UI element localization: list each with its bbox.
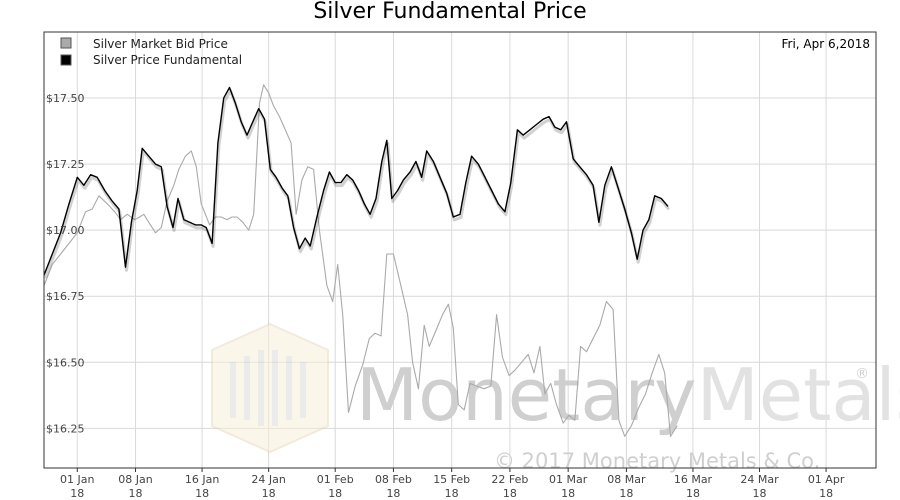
legend-swatch-fundamental bbox=[60, 54, 72, 66]
x-tick-label: 22 Feb bbox=[491, 473, 528, 486]
x-tick-year: 18 bbox=[129, 487, 143, 500]
legend-label-fundamental: Silver Price Fundamental bbox=[93, 53, 242, 67]
series-layer bbox=[43, 84, 678, 437]
x-tick-label: 01 Feb bbox=[317, 473, 354, 486]
logo-bar-icon bbox=[272, 350, 278, 426]
grid bbox=[44, 32, 876, 468]
plot-area bbox=[44, 32, 876, 468]
x-tick-year: 18 bbox=[619, 487, 633, 500]
x-tick-year: 18 bbox=[445, 487, 459, 500]
watermark-registered: ® bbox=[855, 366, 869, 382]
x-tick-label: 15 Feb bbox=[433, 473, 470, 486]
x-tick-label: 08 Feb bbox=[375, 473, 412, 486]
x-tick-year: 18 bbox=[561, 487, 575, 500]
monetary-metals-logo bbox=[211, 322, 329, 454]
watermark-brand-suffix: Metals bbox=[697, 353, 900, 437]
y-tick-label: $17.25 bbox=[46, 158, 85, 171]
x-tick-year: 18 bbox=[328, 487, 342, 500]
x-tick-label: 01 Jan bbox=[60, 473, 94, 486]
legend: Silver Market Bid Price Silver Price Fun… bbox=[60, 37, 242, 67]
logo-bar-icon bbox=[286, 356, 292, 420]
series-line-fundamental bbox=[43, 86, 669, 276]
x-tick-year: 18 bbox=[195, 487, 209, 500]
x-tick-label: 08 Jan bbox=[118, 473, 152, 486]
y-tick-label: $16.50 bbox=[46, 356, 85, 369]
x-tick-year: 18 bbox=[819, 487, 833, 500]
watermark-copyright: © 2017 Monetary Metals & Co. bbox=[494, 449, 820, 473]
x-tick-label: 08 Mar bbox=[607, 473, 646, 486]
x-tick-label: 24 Mar bbox=[740, 473, 779, 486]
x-tick-label: 24 Jan bbox=[251, 473, 285, 486]
y-axis: $16.25 $16.50 $16.75 $17.00 $17.25 $17.50 bbox=[46, 92, 85, 435]
legend-swatch-market-bid bbox=[60, 37, 72, 49]
chart-title: Silver Fundamental Price bbox=[313, 0, 586, 24]
x-tick-year: 18 bbox=[503, 487, 517, 500]
x-tick-year: 18 bbox=[753, 487, 767, 500]
logo-bar-icon bbox=[244, 356, 250, 420]
y-tick-label: $17.50 bbox=[46, 92, 85, 105]
x-tick-year: 18 bbox=[686, 487, 700, 500]
y-tick-label: $16.25 bbox=[46, 422, 85, 435]
x-tick-label: 01 Apr bbox=[808, 473, 845, 486]
logo-hexagon-icon bbox=[211, 322, 329, 454]
x-tick-label: 16 Mar bbox=[674, 473, 713, 486]
x-tick-label: 16 Jan bbox=[185, 473, 219, 486]
series-line-market-bid bbox=[43, 84, 678, 437]
x-tick-year: 18 bbox=[386, 487, 400, 500]
y-tick-label: $17.00 bbox=[46, 224, 85, 237]
date-label: Fri, Apr 6,2018 bbox=[782, 37, 871, 51]
logo-bar-icon bbox=[230, 362, 236, 418]
x-tick-label: 01 Mar bbox=[549, 473, 588, 486]
logo-bar-icon bbox=[258, 350, 264, 426]
logo-bar-icon bbox=[300, 362, 306, 418]
plot-border bbox=[43, 31, 877, 469]
x-tick-year: 18 bbox=[262, 487, 276, 500]
legend-label-market-bid: Silver Market Bid Price bbox=[93, 37, 228, 51]
x-tick-year: 18 bbox=[70, 487, 84, 500]
y-tick-label: $16.75 bbox=[46, 290, 85, 303]
watermark-brand-name: Monetary bbox=[356, 353, 697, 437]
